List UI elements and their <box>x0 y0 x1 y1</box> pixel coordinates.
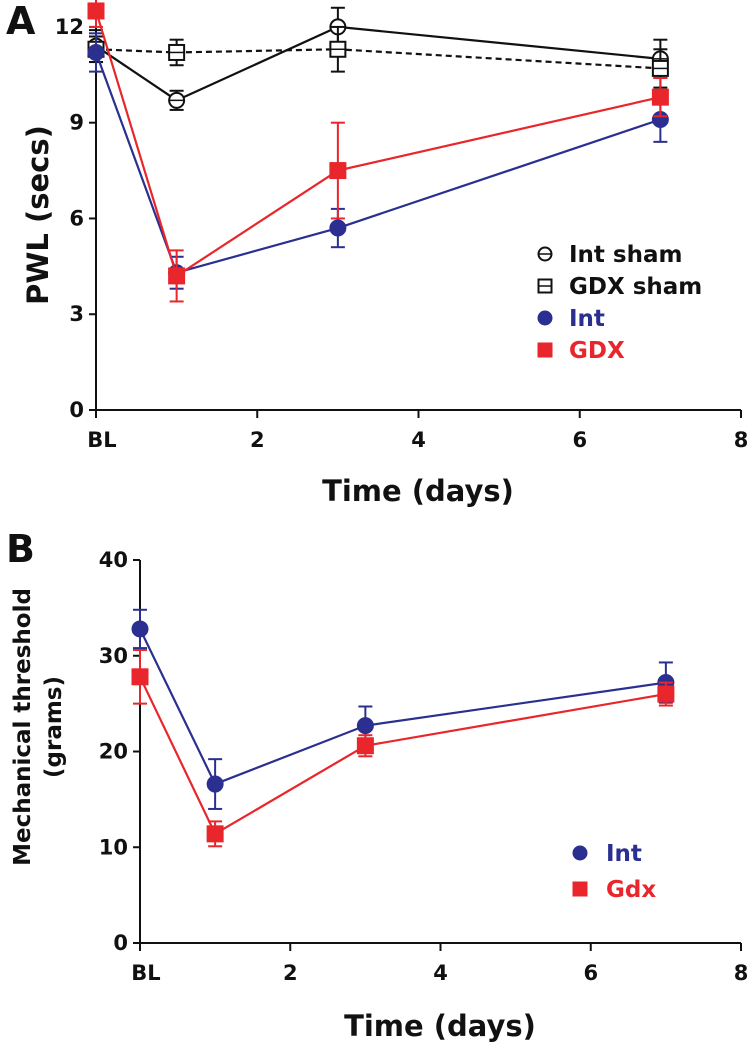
panel-b-legend-marker <box>572 881 588 897</box>
panel-a-legend-item-int: Int <box>537 306 605 332</box>
panel-b-x-tick-label: 6 <box>583 961 598 985</box>
panel-a-series-gdx <box>87 0 669 303</box>
panel-a-legend-label: Int sham <box>569 242 682 268</box>
panel-a-ticks: 0 3 6 9 12 BL 2 4 6 8 <box>55 15 749 452</box>
panel-b-series-gdx-point <box>206 825 224 843</box>
panel-b-legend-marker <box>572 845 588 861</box>
panel-a-legend-marker <box>537 342 553 358</box>
panel-b-x-tick-label: 2 <box>283 961 298 985</box>
panel-a-legend-item-int-sham: Int sham <box>537 242 682 268</box>
panel-a-series-int-sham-line <box>95 25 661 102</box>
panel-b-legend: Int Gdx <box>572 841 656 903</box>
panel-b-series-int <box>131 608 675 810</box>
panel-a-x-tick-label: BL <box>87 428 116 452</box>
panel-b-x-tick-label: BL <box>131 961 160 985</box>
panel-a-y-tick-label: 9 <box>69 111 84 135</box>
panel-a-series-gdx-line <box>94 10 661 278</box>
panel-b-series-gdx <box>131 649 675 848</box>
panel-b-series-gdx-point <box>131 668 149 686</box>
panel-b: B 0 10 20 30 40 BL 2 4 6 8 Mechanical threshold (… <box>6 527 748 1043</box>
panel-b-series-int-point <box>356 717 374 735</box>
panel-a-legend-item-gdx-sham: GDX sham <box>537 274 702 300</box>
panel-a-series-int-point <box>87 43 105 61</box>
panel-a-x-axis-label: Time (days) <box>322 474 514 508</box>
panel-a-letter: A <box>6 0 36 43</box>
panel-b-ticks: 0 10 20 30 40 BL 2 4 6 8 <box>99 548 749 985</box>
panel-b-data-marks <box>131 608 675 848</box>
panel-a-legend: Int sham GDX sham Int GDX <box>537 242 702 364</box>
panel-b-x-tick-label: 4 <box>433 961 448 985</box>
panel-b-y-tick-label: 20 <box>99 740 128 764</box>
panel-b-series-gdx-point <box>356 737 374 755</box>
panel-b-y-tick-label: 0 <box>113 931 128 955</box>
panel-b-series-int-line <box>139 628 667 786</box>
panel-a-x-tick-label: 6 <box>572 428 587 452</box>
panel-a-legend-label: GDX <box>569 338 625 364</box>
panel-a: A 0 3 6 9 12 BL 2 4 6 8 PWL (secs) Time (days) In… <box>6 0 748 508</box>
panel-a-series-gdx-sham <box>87 25 669 89</box>
panel-b-x-tick-label: 8 <box>734 961 749 985</box>
panel-b-x-axis-label: Time (days) <box>344 1009 536 1043</box>
panel-b-y-tick-label: 30 <box>99 644 128 668</box>
panel-a-series-int-line <box>94 52 661 275</box>
panel-a-y-tick-label: 3 <box>69 302 84 326</box>
panel-a-series-gdx-sham-line <box>95 48 661 70</box>
panel-a-legend-label: Int <box>569 306 605 332</box>
panel-b-series-int-point <box>131 620 149 638</box>
panel-a-series-int-point <box>329 219 347 237</box>
panel-a-y-tick-label: 0 <box>69 398 84 422</box>
panel-a-legend-marker <box>537 310 553 326</box>
panel-b-legend-item-int: Int <box>572 841 642 867</box>
panel-a-axes <box>95 28 741 411</box>
panel-a-series-gdx-point <box>168 267 186 285</box>
panel-b-series-int-point <box>206 775 224 793</box>
panel-a-y-tick-label: 6 <box>69 206 84 230</box>
panel-a-series-gdx-point <box>87 2 105 20</box>
panel-a-x-tick-label: 4 <box>411 428 426 452</box>
panel-a-legend-label: GDX sham <box>569 274 702 300</box>
panel-b-y-axis-label-line-2: (grams) <box>41 676 67 778</box>
panel-a-x-tick-label: 8 <box>734 428 749 452</box>
panel-a-y-tick-label: 12 <box>55 15 84 39</box>
panel-b-legend-label: Gdx <box>606 877 656 903</box>
panel-a-series-gdx-point <box>651 88 669 106</box>
panel-a-series-gdx-point <box>329 162 347 180</box>
panel-a-y-axis-label: PWL (secs) <box>21 125 55 305</box>
panel-b-series-gdx-line <box>139 676 667 836</box>
panel-a-x-tick-label: 2 <box>250 428 265 452</box>
panel-b-y-tick-label: 10 <box>99 835 128 859</box>
panel-b-letter: B <box>6 527 35 571</box>
panel-a-data-marks <box>87 0 669 303</box>
panel-b-legend-label: Int <box>606 841 642 867</box>
panel-b-y-axis-label-line-1: Mechanical threshold <box>10 588 36 866</box>
panel-b-y-tick-label: 40 <box>99 548 128 572</box>
panel-b-legend-item-gdx: Gdx <box>572 877 656 903</box>
panel-a-legend-item-gdx: GDX <box>537 338 625 364</box>
panel-b-series-gdx-point <box>657 685 675 703</box>
